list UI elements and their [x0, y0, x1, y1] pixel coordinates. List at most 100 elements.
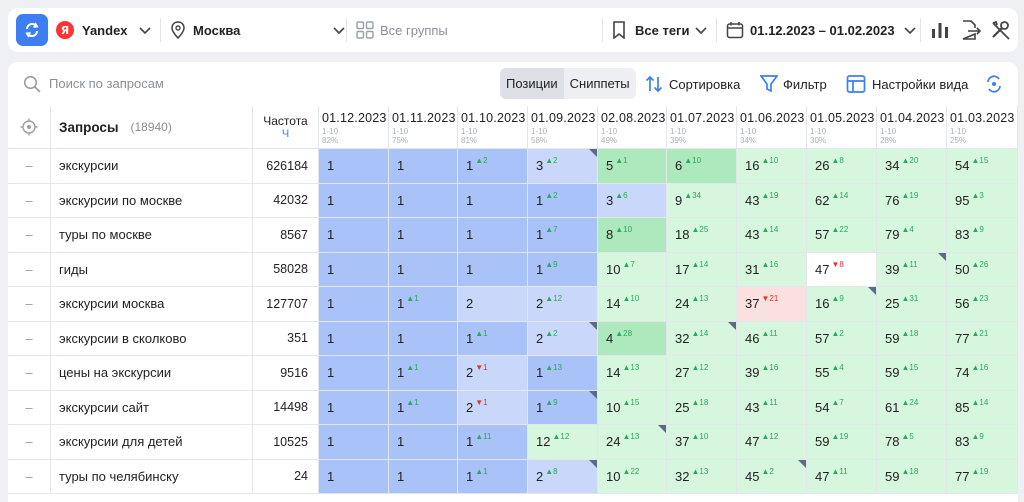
- view-settings-button[interactable]: Настройки вида: [846, 62, 968, 106]
- position-cell[interactable]: 57 ▲2: [807, 321, 877, 356]
- query-cell[interactable]: экскурсии по москве: [51, 183, 253, 218]
- position-cell[interactable]: 77 ▲21: [947, 321, 1018, 356]
- date-column-header[interactable]: 01.07.2023 1-10 39%: [667, 106, 737, 149]
- date-column-header[interactable]: 01.12.2023 1-10 82%: [319, 106, 389, 149]
- position-cell[interactable]: 39 ▲16: [737, 356, 807, 391]
- position-cell[interactable]: 1 ▲2: [458, 149, 528, 184]
- position-cell[interactable]: 9 ▲34: [667, 183, 737, 218]
- position-cell[interactable]: 2 ▼1: [458, 356, 528, 391]
- position-cell[interactable]: 24 ▲13: [667, 287, 737, 322]
- position-cell[interactable]: 1 ▲11: [458, 425, 528, 460]
- position-cell[interactable]: 54 ▲15: [947, 149, 1018, 184]
- table-row[interactable]: – экскурсии по москве 42032 1 1 1 1 ▲2 3 ▲6 9 ▲34 43…: [8, 183, 1018, 218]
- position-cell[interactable]: 5 ▲1: [598, 149, 667, 184]
- position-cell[interactable]: 1: [389, 425, 458, 460]
- date-column-header[interactable]: 01.09.2023 1-10 58%: [528, 106, 598, 149]
- position-cell[interactable]: 10 ▲15: [598, 390, 667, 425]
- query-cell[interactable]: экскурсии москва: [51, 287, 253, 322]
- date-column-header[interactable]: 01.05.2023 1-10 30%: [807, 106, 877, 149]
- position-cell[interactable]: 1: [389, 321, 458, 356]
- position-cell[interactable]: 1: [319, 252, 389, 287]
- position-cell[interactable]: 54 ▲7: [807, 390, 877, 425]
- query-cell[interactable]: туры по челябинску: [51, 459, 253, 494]
- position-cell[interactable]: 1 ▲1: [389, 356, 458, 391]
- frequency-sort-indicator[interactable]: Ч: [281, 128, 290, 140]
- position-cell[interactable]: 18 ▲25: [667, 218, 737, 253]
- position-cell[interactable]: 6 ▲10: [667, 149, 737, 184]
- position-cell[interactable]: 2 ▲2: [528, 321, 598, 356]
- date-column-header[interactable]: 01.10.2023 1-10 81%: [458, 106, 528, 149]
- date-column-header[interactable]: 01.11.2023 1-10 75%: [389, 106, 458, 149]
- row-select-cell[interactable]: –: [8, 321, 51, 356]
- row-select-cell[interactable]: –: [8, 425, 51, 460]
- table-row[interactable]: – экскурсии сайт 14498 1 1 ▲1 2 ▼1 1 ▲9 10 ▲15 25 ▲18…: [8, 390, 1018, 425]
- position-cell[interactable]: 47 ▲11: [807, 459, 877, 494]
- position-cell[interactable]: 95 ▲3: [947, 183, 1018, 218]
- position-cell[interactable]: 43 ▲19: [737, 183, 807, 218]
- position-cell[interactable]: 32 ▲13: [667, 459, 737, 494]
- position-cell[interactable]: 27 ▲12: [667, 356, 737, 391]
- query-cell[interactable]: экскурсии для детей: [51, 425, 253, 460]
- position-cell[interactable]: 3 ▲6: [598, 183, 667, 218]
- query-cell[interactable]: экскурсии сайт: [51, 390, 253, 425]
- tools-button[interactable]: [990, 8, 1012, 52]
- query-cell[interactable]: гиды: [51, 252, 253, 287]
- date-column-header[interactable]: 02.08.2023 1-10 49%: [598, 106, 667, 149]
- query-cell[interactable]: цены на экскурсии: [51, 356, 253, 391]
- position-cell[interactable]: 39 ▲11: [877, 252, 947, 287]
- row-select-cell[interactable]: –: [8, 252, 51, 287]
- export-button[interactable]: [960, 8, 982, 52]
- row-select-cell[interactable]: –: [8, 356, 51, 391]
- position-cell[interactable]: 1: [458, 218, 528, 253]
- row-select-cell[interactable]: –: [8, 459, 51, 494]
- region-select[interactable]: Москва: [170, 8, 346, 52]
- position-cell[interactable]: 8 ▲10: [598, 218, 667, 253]
- position-cell[interactable]: 16 ▲10: [737, 149, 807, 184]
- position-cell[interactable]: 3 ▲2: [528, 149, 598, 184]
- position-cell[interactable]: 1 ▲1: [389, 390, 458, 425]
- position-cell[interactable]: 24 ▲13: [598, 425, 667, 460]
- position-cell[interactable]: 31 ▲16: [737, 252, 807, 287]
- engine-select[interactable]: Я Yandex: [56, 8, 152, 52]
- table-row[interactable]: – экскурсии для детей 10525 1 1 1 ▲11 12 ▲12 24 ▲1…: [8, 425, 1018, 460]
- position-cell[interactable]: 76 ▲19: [877, 183, 947, 218]
- position-cell[interactable]: 1: [319, 459, 389, 494]
- chart-button[interactable]: [930, 8, 950, 52]
- position-cell[interactable]: 59 ▲18: [877, 459, 947, 494]
- query-cell[interactable]: экскурсии в сколково: [51, 321, 253, 356]
- position-cell[interactable]: 83 ▲9: [947, 218, 1018, 253]
- position-cell[interactable]: 50 ▲26: [947, 252, 1018, 287]
- position-cell[interactable]: 1: [319, 218, 389, 253]
- position-cell[interactable]: 32 ▲14: [667, 321, 737, 356]
- position-cell[interactable]: 78 ▲5: [877, 425, 947, 460]
- query-column-header[interactable]: Запросы (18940): [51, 106, 253, 149]
- position-cell[interactable]: 47 ▲12: [737, 425, 807, 460]
- position-cell[interactable]: 1: [319, 390, 389, 425]
- row-select-cell[interactable]: –: [8, 183, 51, 218]
- query-cell[interactable]: экскурсии: [51, 149, 253, 184]
- position-cell[interactable]: 1 ▲7: [528, 218, 598, 253]
- position-cell[interactable]: 1: [319, 321, 389, 356]
- position-cell[interactable]: 4 ▲28: [598, 321, 667, 356]
- date-column-header[interactable]: 01.06.2023 1-10 34%: [737, 106, 807, 149]
- tags-select[interactable]: Все теги: [612, 8, 708, 52]
- tab-positions[interactable]: Позиции: [500, 68, 564, 99]
- row-select-cell[interactable]: –: [8, 218, 51, 253]
- position-cell[interactable]: 59 ▲18: [877, 321, 947, 356]
- row-select-cell[interactable]: –: [8, 149, 51, 184]
- position-cell[interactable]: 2: [458, 287, 528, 322]
- position-cell[interactable]: 55 ▲4: [807, 356, 877, 391]
- select-all-cell[interactable]: [8, 106, 51, 149]
- position-cell[interactable]: 17 ▲14: [667, 252, 737, 287]
- position-cell[interactable]: 74 ▲16: [947, 356, 1018, 391]
- position-cell[interactable]: 26 ▲8: [807, 149, 877, 184]
- position-cell[interactable]: 1: [319, 149, 389, 184]
- position-cell[interactable]: 1: [319, 183, 389, 218]
- table-row[interactable]: – экскурсии 626184 1 1 1 ▲2 3 ▲2 5 ▲1 6 ▲10 16 ▲10 26 ▲8…: [8, 149, 1018, 184]
- position-cell[interactable]: 79 ▲4: [877, 218, 947, 253]
- groups-select[interactable]: Все группы: [356, 8, 448, 52]
- table-row[interactable]: – туры по челябинску 24 1 1 1 ▲1 2 ▲8 10 ▲22 32 ▲13 4…: [8, 459, 1018, 494]
- position-cell[interactable]: 1: [319, 425, 389, 460]
- position-cell[interactable]: 47 ▼8: [807, 252, 877, 287]
- position-cell[interactable]: 59 ▲15: [877, 356, 947, 391]
